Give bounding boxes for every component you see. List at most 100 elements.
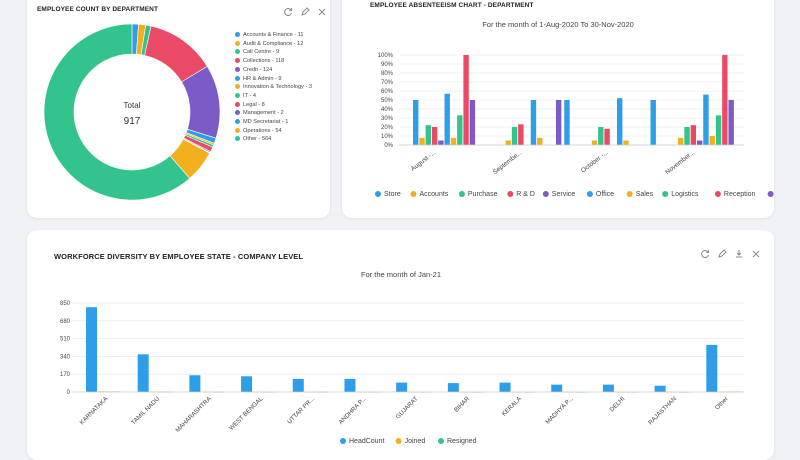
legend-item[interactable]: Joined bbox=[395, 438, 426, 445]
legend-dot bbox=[235, 101, 240, 107]
bar-sales bbox=[623, 140, 629, 145]
legend-item[interactable]: Resigned bbox=[438, 438, 477, 445]
absenteeism-bar-chart: For the month of 1-Aug-2020 To 30-Nov-20… bbox=[375, 20, 774, 198]
legend-item[interactable]: Office bbox=[586, 191, 614, 198]
legend-dot bbox=[375, 191, 381, 197]
department-card-title: EMPLOYEE COUNT BY DEPARTMENT bbox=[37, 6, 159, 13]
bar-purchase bbox=[425, 125, 431, 145]
x-tick-label: ANDHRA P... bbox=[337, 395, 368, 426]
legend-label: Innovation & Technology - 3 bbox=[243, 84, 312, 91]
legend-dot bbox=[235, 32, 240, 38]
bar-sales bbox=[709, 136, 715, 145]
legend-item[interactable]: Innovation & Technology - 3 bbox=[235, 84, 312, 90]
legend-item[interactable]: Operations - 54 bbox=[235, 128, 282, 134]
absenteeism-card-title: EMPLOYEE ABSENTEEISM CHART - DEPARTMENT bbox=[370, 2, 534, 9]
bar-headcount bbox=[447, 383, 459, 392]
y-tick-label: 70% bbox=[381, 80, 394, 86]
close-icon[interactable] bbox=[751, 249, 761, 259]
bar-r-d bbox=[690, 125, 697, 145]
x-tick-label: RAJASTHAN bbox=[647, 395, 678, 426]
legend-item[interactable]: HR bbox=[767, 191, 774, 198]
bar-headcount bbox=[189, 375, 201, 392]
legend-dot bbox=[235, 75, 240, 81]
legend-item[interactable]: IT - 4 bbox=[235, 93, 256, 99]
legend-label: Resigned bbox=[447, 438, 477, 445]
legend-item[interactable]: MD Secretariat - 1 bbox=[235, 119, 288, 125]
legend-dot bbox=[662, 191, 669, 197]
y-tick-label: 510 bbox=[60, 337, 71, 343]
bar-hr bbox=[469, 100, 476, 145]
legend-item[interactable]: Audit & Compliance - 12 bbox=[235, 41, 303, 47]
legend-item[interactable]: HeadCount bbox=[340, 438, 384, 445]
legend-label: Collections - 118 bbox=[243, 58, 285, 65]
x-tick-label: Other bbox=[714, 395, 730, 411]
legend-label: Call Centre - 9 bbox=[243, 49, 280, 56]
legend-item[interactable]: Sales bbox=[626, 191, 654, 198]
y-tick-label: 100% bbox=[378, 53, 394, 59]
x-tick-label: DELHI bbox=[608, 395, 626, 413]
legend-dot bbox=[458, 191, 465, 197]
legend-label: Accounts bbox=[420, 191, 449, 198]
legend-item[interactable]: Credit - 124 bbox=[235, 67, 272, 73]
refresh-icon[interactable] bbox=[283, 7, 293, 17]
legend-label: Credit - 124 bbox=[243, 66, 273, 73]
bar-logistics bbox=[457, 115, 463, 145]
bar-extra bbox=[564, 100, 570, 145]
y-tick-label: 850 bbox=[60, 301, 71, 307]
legend-label: Office bbox=[596, 191, 614, 198]
legend-item[interactable]: Purchase bbox=[458, 191, 498, 198]
diversity-card: WORKFORCE DIVERSITY BY EMPLOYEE STATE - … bbox=[27, 230, 774, 460]
legend-item[interactable]: Management - 2 bbox=[235, 110, 284, 116]
x-tick-label: November... bbox=[664, 149, 696, 176]
legend-label: Store bbox=[384, 191, 401, 198]
legend-item[interactable]: Collections - 118 bbox=[235, 58, 284, 64]
y-tick-label: 10% bbox=[381, 134, 394, 140]
legend-label: Sales bbox=[636, 191, 654, 198]
bar-accounts bbox=[591, 140, 598, 145]
legend-item[interactable]: R & D bbox=[507, 191, 535, 198]
bar-service bbox=[696, 140, 703, 145]
bar-service bbox=[438, 140, 444, 145]
legend-item[interactable]: Reception bbox=[714, 191, 756, 198]
donut-center-label: Total bbox=[124, 101, 141, 110]
legend-label: Audit & Compliance - 12 bbox=[243, 40, 304, 47]
legend-item[interactable]: Other - 564 bbox=[235, 136, 271, 142]
legend-item[interactable]: Legal - 8 bbox=[235, 102, 265, 108]
legend-label: Service bbox=[552, 191, 575, 198]
refresh-icon[interactable] bbox=[700, 249, 710, 259]
legend-item[interactable]: Accounts bbox=[410, 191, 449, 198]
bar-office bbox=[530, 100, 537, 145]
legend-dot bbox=[507, 191, 514, 197]
edit-icon[interactable] bbox=[717, 249, 727, 259]
y-tick-label: 680 bbox=[60, 319, 71, 325]
y-tick-label: 20% bbox=[381, 125, 394, 131]
department-card: EMPLOYEE COUNT BY DEPARTMENT Total 917 Ac… bbox=[27, 0, 330, 218]
legend-item[interactable]: Service bbox=[542, 191, 575, 198]
close-icon[interactable] bbox=[317, 7, 327, 17]
bar-purchase bbox=[684, 127, 690, 145]
y-tick-label: 340 bbox=[60, 354, 71, 360]
legend-dot bbox=[235, 127, 240, 133]
bar-reception bbox=[463, 55, 469, 145]
legend-item[interactable]: Accounts & Finance - 11 bbox=[235, 32, 304, 38]
legend-item[interactable]: HR & Admin - 9 bbox=[235, 76, 282, 82]
bar-headcount bbox=[241, 376, 253, 392]
bar-accounts bbox=[678, 137, 684, 145]
diversity-bar-chart: For the month of Jan-21 0 170 340 510 680 850 K… bbox=[60, 270, 744, 445]
legend-label: Accounts & Finance - 11 bbox=[243, 32, 304, 38]
bar-hr bbox=[555, 100, 562, 145]
legend-label: Logistics bbox=[671, 191, 699, 198]
bar-headcount bbox=[654, 385, 666, 392]
download-icon[interactable] bbox=[734, 249, 744, 259]
x-tick-label: WEST BENGAL bbox=[228, 395, 265, 432]
x-tick-label: BIHAR bbox=[453, 395, 472, 414]
legend-item[interactable]: Logistics bbox=[662, 191, 699, 198]
x-tick-label: October -... bbox=[580, 149, 610, 175]
legend-item[interactable]: Call Centre - 9 bbox=[235, 49, 279, 55]
bar-r-d bbox=[518, 124, 524, 145]
edit-icon[interactable] bbox=[300, 7, 310, 17]
y-tick-label: 60% bbox=[381, 89, 394, 95]
legend-item[interactable]: Store bbox=[375, 191, 401, 198]
bar-headcount bbox=[499, 382, 511, 392]
legend-label: Joined bbox=[405, 438, 426, 445]
